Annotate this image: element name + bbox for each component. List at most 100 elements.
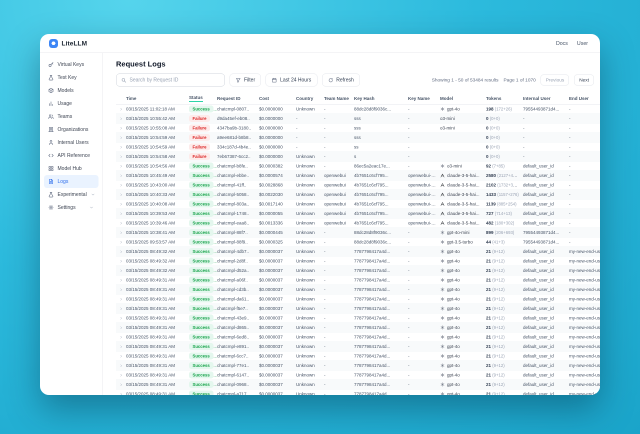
row-expand-button[interactable] [116,116,126,121]
table-row[interactable]: 03/15/2025 08:49:31 AM Success chatcmpl-a0… [116,276,600,285]
request-id-cell[interactable]: 334c187d-4b4e.. [217,144,251,150]
row-expand-button[interactable] [116,335,126,340]
table-row[interactable]: 03/15/2025 10:55:08 AM Failure 4347ba9b-31… [116,124,600,133]
table-row[interactable]: 03/15/2025 08:49:31 AM Success chatcmpl-61… [116,371,600,380]
table-row[interactable]: 03/15/2025 10:39:46 AM Success chatcmpl-ea… [116,219,600,228]
previous-page-button[interactable]: Previous [540,74,570,86]
row-expand-button[interactable] [116,316,126,321]
request-id-cell[interactable]: chatcmpl-6147.. [217,372,250,378]
col-team-name[interactable]: Team Name [324,95,349,101]
sidebar-item-api-reference[interactable]: API Reference [44,149,99,162]
row-expand-button[interactable] [116,259,126,264]
sidebar-item-internal-users[interactable]: Internal Users [44,136,99,149]
row-expand-button[interactable] [116,240,126,245]
row-expand-button[interactable] [116,306,126,311]
row-expand-button[interactable] [116,145,126,150]
request-id-cell[interactable]: d9da45ef-eb08.. [217,116,250,121]
sidebar-item-test-key[interactable]: Test Key [44,71,99,84]
row-expand-button[interactable] [116,230,126,235]
sidebar-item-experimental[interactable]: Experimental [44,188,99,201]
request-id-cell[interactable]: 7eb67387-6cc2.. [217,154,251,159]
row-expand-button[interactable] [116,363,126,368]
table-row[interactable]: 03/15/2025 08:49:32 AM Success chatcmpl-d5… [116,266,600,276]
row-expand-button[interactable] [116,126,126,131]
user-menu[interactable]: User [577,40,590,46]
request-id-cell[interactable]: chatcmpl-f5e7.. [217,306,248,311]
sidebar-item-settings[interactable]: Settings [44,201,99,214]
request-id-cell[interactable]: chatcmpl-ebbe.. [217,173,250,178]
request-id-cell[interactable]: chatcmpl-43e9.. [217,315,250,321]
request-id-cell[interactable]: a9ee681d-b8b8.. [217,135,252,140]
table-row[interactable]: 03/15/2025 10:54:56 AM Success chatcmpl-b8… [116,162,600,171]
request-id-cell[interactable]: chatcmpl-cd3b.. [217,287,249,292]
row-expand-button[interactable] [116,287,126,292]
request-id-cell[interactable]: chatcmpl-eaa8.. [217,220,250,226]
request-id-cell[interactable]: chatcmpl-6cc7.. [217,353,249,359]
sidebar-item-models[interactable]: Models [44,84,99,97]
col-cost[interactable]: Cost [259,95,269,101]
request-id-cell[interactable]: chatcmpl-da61.. [217,296,250,302]
row-expand-button[interactable] [116,183,126,188]
request-id-cell[interactable]: chatcmpl-88f9.. [217,239,248,245]
request-id-cell[interactable]: chatcmpl-4db7.. [217,249,250,254]
sidebar-item-virtual-keys[interactable]: Virtual Keys [44,58,99,71]
col-time[interactable]: Time [126,95,137,101]
request-id-cell[interactable]: chatcmpl-d52a.. [217,268,250,273]
row-expand-button[interactable] [116,392,126,395]
request-id-cell[interactable]: chatcmpl-5058.. [217,192,250,197]
time-range-button[interactable]: Last 24 Hours [265,73,318,87]
table-row[interactable]: 03/15/2025 08:49:31 AM Success chatcmpl-a7… [116,390,600,396]
table-row[interactable]: 03/15/2025 10:40:08 AM Success chatcmpl-80… [116,200,600,209]
table-row[interactable]: 03/15/2025 08:49:31 AM Success chatcmpl-6c… [116,352,600,361]
refresh-button[interactable]: Refresh [321,73,360,87]
row-expand-button[interactable] [116,221,126,226]
table-row[interactable]: 03/15/2025 10:54:59 AM Failure a9ee681d-b8… [116,133,600,143]
row-expand-button[interactable] [116,192,126,197]
row-expand-button[interactable] [116,373,126,378]
table-row[interactable]: 03/15/2025 08:49:31 AM Success chatcmpl-09… [116,380,600,390]
table-row[interactable]: 03/15/2025 10:54:58 AM Failure 7eb67387-6c… [116,152,600,162]
table-row[interactable]: 03/15/2025 10:43:00 AM Success chatcmpl-41… [116,181,600,190]
row-expand-button[interactable] [116,211,126,216]
row-expand-button[interactable] [116,268,126,273]
table-row[interactable]: 03/15/2025 10:45:49 AM Success chatcmpl-eb… [116,171,600,181]
request-id-cell[interactable]: chatcmpl-1748.. [217,211,250,216]
col-request-id[interactable]: Request ID [217,95,241,101]
table-row[interactable]: 03/15/2025 08:49:31 AM Success chatcmpl-43… [116,314,600,323]
table-row[interactable]: 03/15/2025 08:49:31 AM Success chatcmpl-d8… [116,323,600,333]
table-row[interactable]: 03/15/2025 10:55:42 AM Failure d9da45ef-eb… [116,114,600,124]
row-expand-button[interactable] [116,135,126,140]
request-id-cell[interactable]: chatcmpl-803a.. [217,201,250,207]
request-id-cell[interactable]: chatcmpl-e891.. [217,344,250,349]
request-id-cell[interactable]: chatcmpl-b8fe.. [217,163,248,169]
table-row[interactable]: 03/15/2025 08:49:31 AM Success chatcmpl-cd… [116,285,600,295]
row-expand-button[interactable] [116,173,126,178]
search-input[interactable] [129,77,220,83]
col-model[interactable]: Model [440,95,453,101]
request-id-cell[interactable]: 4347ba9b-3180.. [217,125,252,131]
row-expand-button[interactable] [116,107,126,112]
row-expand-button[interactable] [116,164,126,169]
table-row[interactable]: 03/15/2025 08:49:31 AM Success chatcmpl-da… [116,295,600,304]
request-id-cell[interactable]: chatcmpl-0807.. [217,106,250,112]
table-row[interactable]: 03/15/2025 10:38:41 AM Success chatcmpl-88… [116,228,600,238]
request-id-cell[interactable]: chatcmpl-88f7.. [217,230,248,235]
row-expand-button[interactable] [116,154,126,159]
row-expand-button[interactable] [116,297,126,302]
table-row[interactable]: 03/15/2025 10:39:53 AM Success chatcmpl-17… [116,209,600,219]
next-page-button[interactable]: Next [574,74,594,86]
request-id-cell[interactable]: chatcmpl-6ed8.. [217,334,250,340]
sidebar-item-organizations[interactable]: Organizations [44,123,99,136]
request-id-cell[interactable]: chatcmpl-d865.. [217,325,250,330]
search-box[interactable] [116,73,225,87]
table-row[interactable]: 03/15/2025 08:49:31 AM Success chatcmpl-6e… [116,333,600,342]
request-id-cell[interactable]: chatcmpl-2d8f.. [217,258,248,264]
col-end-user[interactable]: End User [569,95,589,101]
request-id-cell[interactable]: chatcmpl-41ff.. [217,182,247,188]
row-expand-button[interactable] [116,354,126,359]
request-id-cell[interactable]: chatcmpl-0968.. [217,382,250,387]
request-id-cell[interactable]: chatcmpl-a717.. [217,391,250,396]
table-row[interactable]: 03/15/2025 08:49:32 AM Success chatcmpl-4d… [116,247,600,257]
table-row[interactable]: 03/15/2025 08:49:31 AM Success chatcmpl-e8… [116,342,600,352]
request-id-cell[interactable]: chatcmpl-a06f.. [217,277,248,283]
